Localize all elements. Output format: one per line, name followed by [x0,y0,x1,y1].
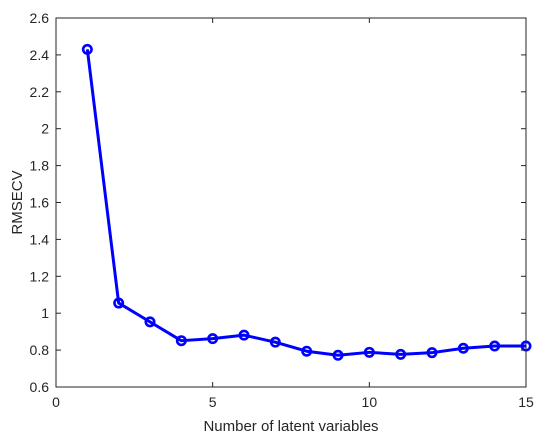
x-tick-label: 5 [209,394,217,410]
data-point-marker [426,347,438,359]
y-tick-label: 1 [41,305,49,321]
y-tick-label: 2.4 [30,47,50,63]
x-tick-label: 0 [52,394,60,410]
data-point-marker [175,335,187,347]
data-point-marker [207,333,219,345]
y-tick-label: 1.8 [30,158,50,174]
axes-frame-group [55,17,527,388]
data-point-marker [144,316,156,328]
data-point-marker [113,297,125,309]
data-point-marker [332,349,344,361]
data-point-marker [395,348,407,360]
data-point-marker [457,342,469,354]
y-tick-label: 2 [41,121,49,137]
y-tick-label: 1.6 [30,195,50,211]
series-line [85,49,526,357]
series-group [81,43,532,361]
y-tick-label: 2.2 [30,84,50,100]
y-tick-label: 1.2 [30,268,50,284]
data-point-marker [301,345,313,357]
data-point-marker [238,329,250,341]
y-tick-label: 0.6 [30,379,50,395]
data-point-marker [363,346,375,358]
y-tick-label: 0.8 [30,342,50,358]
y-tick-label: 2.6 [30,10,50,26]
data-point-marker [81,43,93,55]
x-tick-label: 15 [518,394,534,410]
data-point-marker [269,336,281,348]
x-tick-label: 10 [362,394,378,410]
data-point-marker [489,340,501,352]
ticks-group: 0 5 10 15 0.6 0.8 1 1.2 1.4 1.6 1.8 2 2.2 2.4 2.6 [30,10,534,410]
axes-box [55,17,527,388]
y-axis-label: RMSECV [9,170,26,234]
x-axis-label: Number of latent variables [203,418,378,435]
y-tick-label: 1.4 [30,231,50,247]
